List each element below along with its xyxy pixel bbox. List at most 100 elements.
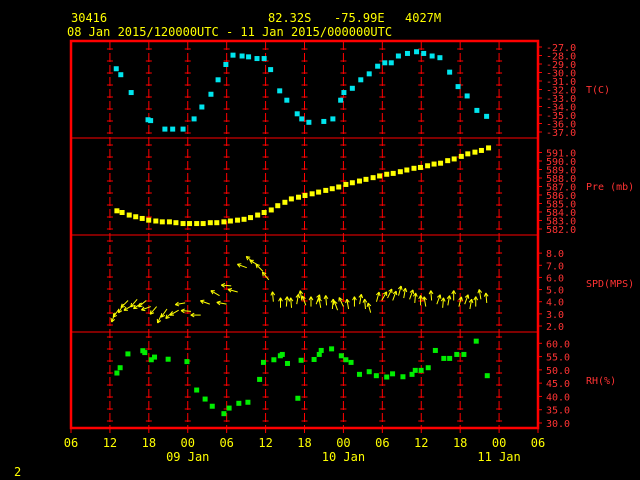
wind-arrow-head — [460, 296, 463, 301]
wind-arrow-head — [473, 296, 477, 301]
humidity-point — [298, 357, 304, 363]
pressure-point — [153, 218, 159, 224]
station-id: 30416 — [71, 11, 108, 25]
wind-arrow-shaft — [180, 310, 192, 312]
wind-arrow-head — [280, 297, 283, 302]
temperature-point — [223, 62, 229, 67]
humidity-point — [338, 353, 344, 359]
wind-arrow-shaft — [430, 290, 433, 301]
pressure-point — [411, 165, 417, 171]
y-tick-label: 584.0 — [546, 208, 576, 219]
wind-arrow-head — [483, 292, 487, 297]
temperature-point — [358, 77, 364, 83]
pressure-panel-label: Pre (mb) — [586, 182, 634, 193]
wind-arrow-head — [302, 295, 306, 299]
wind-arrow-shaft — [392, 290, 397, 301]
pressure-point — [438, 160, 444, 166]
wind-arrow-head — [402, 287, 406, 292]
humidity-point — [356, 371, 362, 377]
x-tick-label: 06 — [64, 436, 78, 450]
temperature-point — [299, 116, 305, 122]
pressure-point — [133, 214, 139, 220]
x-tick-label: 18 — [142, 436, 156, 450]
temperature-point — [382, 60, 388, 66]
y-tick-label: 590.0 — [546, 157, 576, 168]
wind-arrow-shaft — [403, 288, 406, 299]
pressure-point — [261, 210, 267, 215]
y-tick-label: 60.0 — [546, 339, 570, 350]
day-label: 11 Jan — [477, 450, 520, 464]
wind-arrow-head — [165, 314, 168, 319]
humidity-point — [409, 371, 415, 377]
humidity-point — [473, 338, 479, 344]
wind-panel-label: SPD(MPS) — [586, 279, 634, 290]
wind-arrow-head — [366, 302, 369, 307]
humidity-point — [343, 357, 349, 363]
wind-arrow-shaft — [331, 298, 334, 310]
wind-arrow-head — [237, 263, 242, 265]
humidity-point — [117, 365, 123, 371]
y-tick-label: -35.0 — [546, 111, 576, 122]
x-tick-label: 12 — [414, 436, 428, 450]
temperature-point — [306, 119, 312, 125]
y-tick-label: -33.0 — [546, 94, 576, 105]
pressure-point — [275, 203, 281, 209]
wind-arrow-shaft — [485, 292, 488, 303]
wind-arrow-shaft — [130, 298, 138, 308]
x-tick-label: 00 — [336, 436, 350, 450]
temperature-point — [474, 107, 480, 113]
y-tick-label: 585.0 — [546, 200, 576, 211]
wind-arrow-head — [395, 291, 398, 296]
wind-arrow-shaft — [376, 291, 380, 302]
temperature-point — [388, 60, 394, 66]
y-tick-label: 55.0 — [546, 353, 570, 364]
temperature-point — [230, 52, 236, 58]
humidity-point — [284, 360, 290, 366]
wind-arrow-head — [246, 255, 251, 258]
humidity-point — [209, 403, 215, 409]
temperature-point — [464, 93, 470, 99]
wind-arrow-head — [286, 296, 290, 301]
wind-arrow-head — [138, 305, 143, 308]
pressure-point — [465, 151, 471, 157]
longitude: -75.99E — [334, 11, 385, 25]
humidity-point — [432, 347, 438, 353]
humidity-point — [114, 370, 120, 376]
x-tick-label: 06 — [531, 436, 545, 450]
wind-arrow-head — [485, 292, 489, 297]
pressure-point — [404, 167, 410, 173]
humidity-point — [425, 365, 431, 371]
temperature-point — [118, 72, 124, 78]
temperature-point — [170, 126, 176, 132]
wind-arrow-head — [478, 289, 483, 293]
wind-arrow-shaft — [141, 306, 151, 311]
humidity-point — [373, 373, 379, 379]
pressure-point — [227, 218, 233, 224]
wind-arrow-head — [439, 294, 442, 299]
wind-arrow-head — [130, 305, 135, 308]
wind-arrow-head — [467, 294, 470, 299]
pressure-point — [417, 164, 423, 170]
wind-arrow-head — [216, 300, 221, 303]
wind-arrow-head — [477, 289, 480, 294]
wind-arrow-shaft — [160, 308, 168, 318]
pressure-point — [390, 170, 396, 176]
wind-arrow-head — [150, 312, 155, 315]
y-tick-label: 8.0 — [546, 249, 564, 260]
x-tick-label: 12 — [258, 436, 272, 450]
wind-arrow-head — [392, 290, 397, 295]
wind-arrow-head — [362, 298, 366, 303]
temperature-point — [429, 53, 435, 59]
temperature-point — [338, 97, 344, 103]
wind-arrow-shaft — [210, 290, 220, 297]
pressure-point — [472, 149, 478, 155]
wind-arrow-shaft — [442, 297, 445, 308]
wind-arrow-shaft — [271, 291, 274, 302]
humidity-point — [221, 411, 227, 417]
humidity-point — [226, 405, 232, 411]
wind-arrow-shaft — [359, 294, 362, 305]
temperature-point — [215, 77, 221, 83]
wind-arrow-head — [299, 290, 304, 295]
pressure-point — [207, 220, 213, 226]
wind-arrow-head — [245, 256, 249, 261]
